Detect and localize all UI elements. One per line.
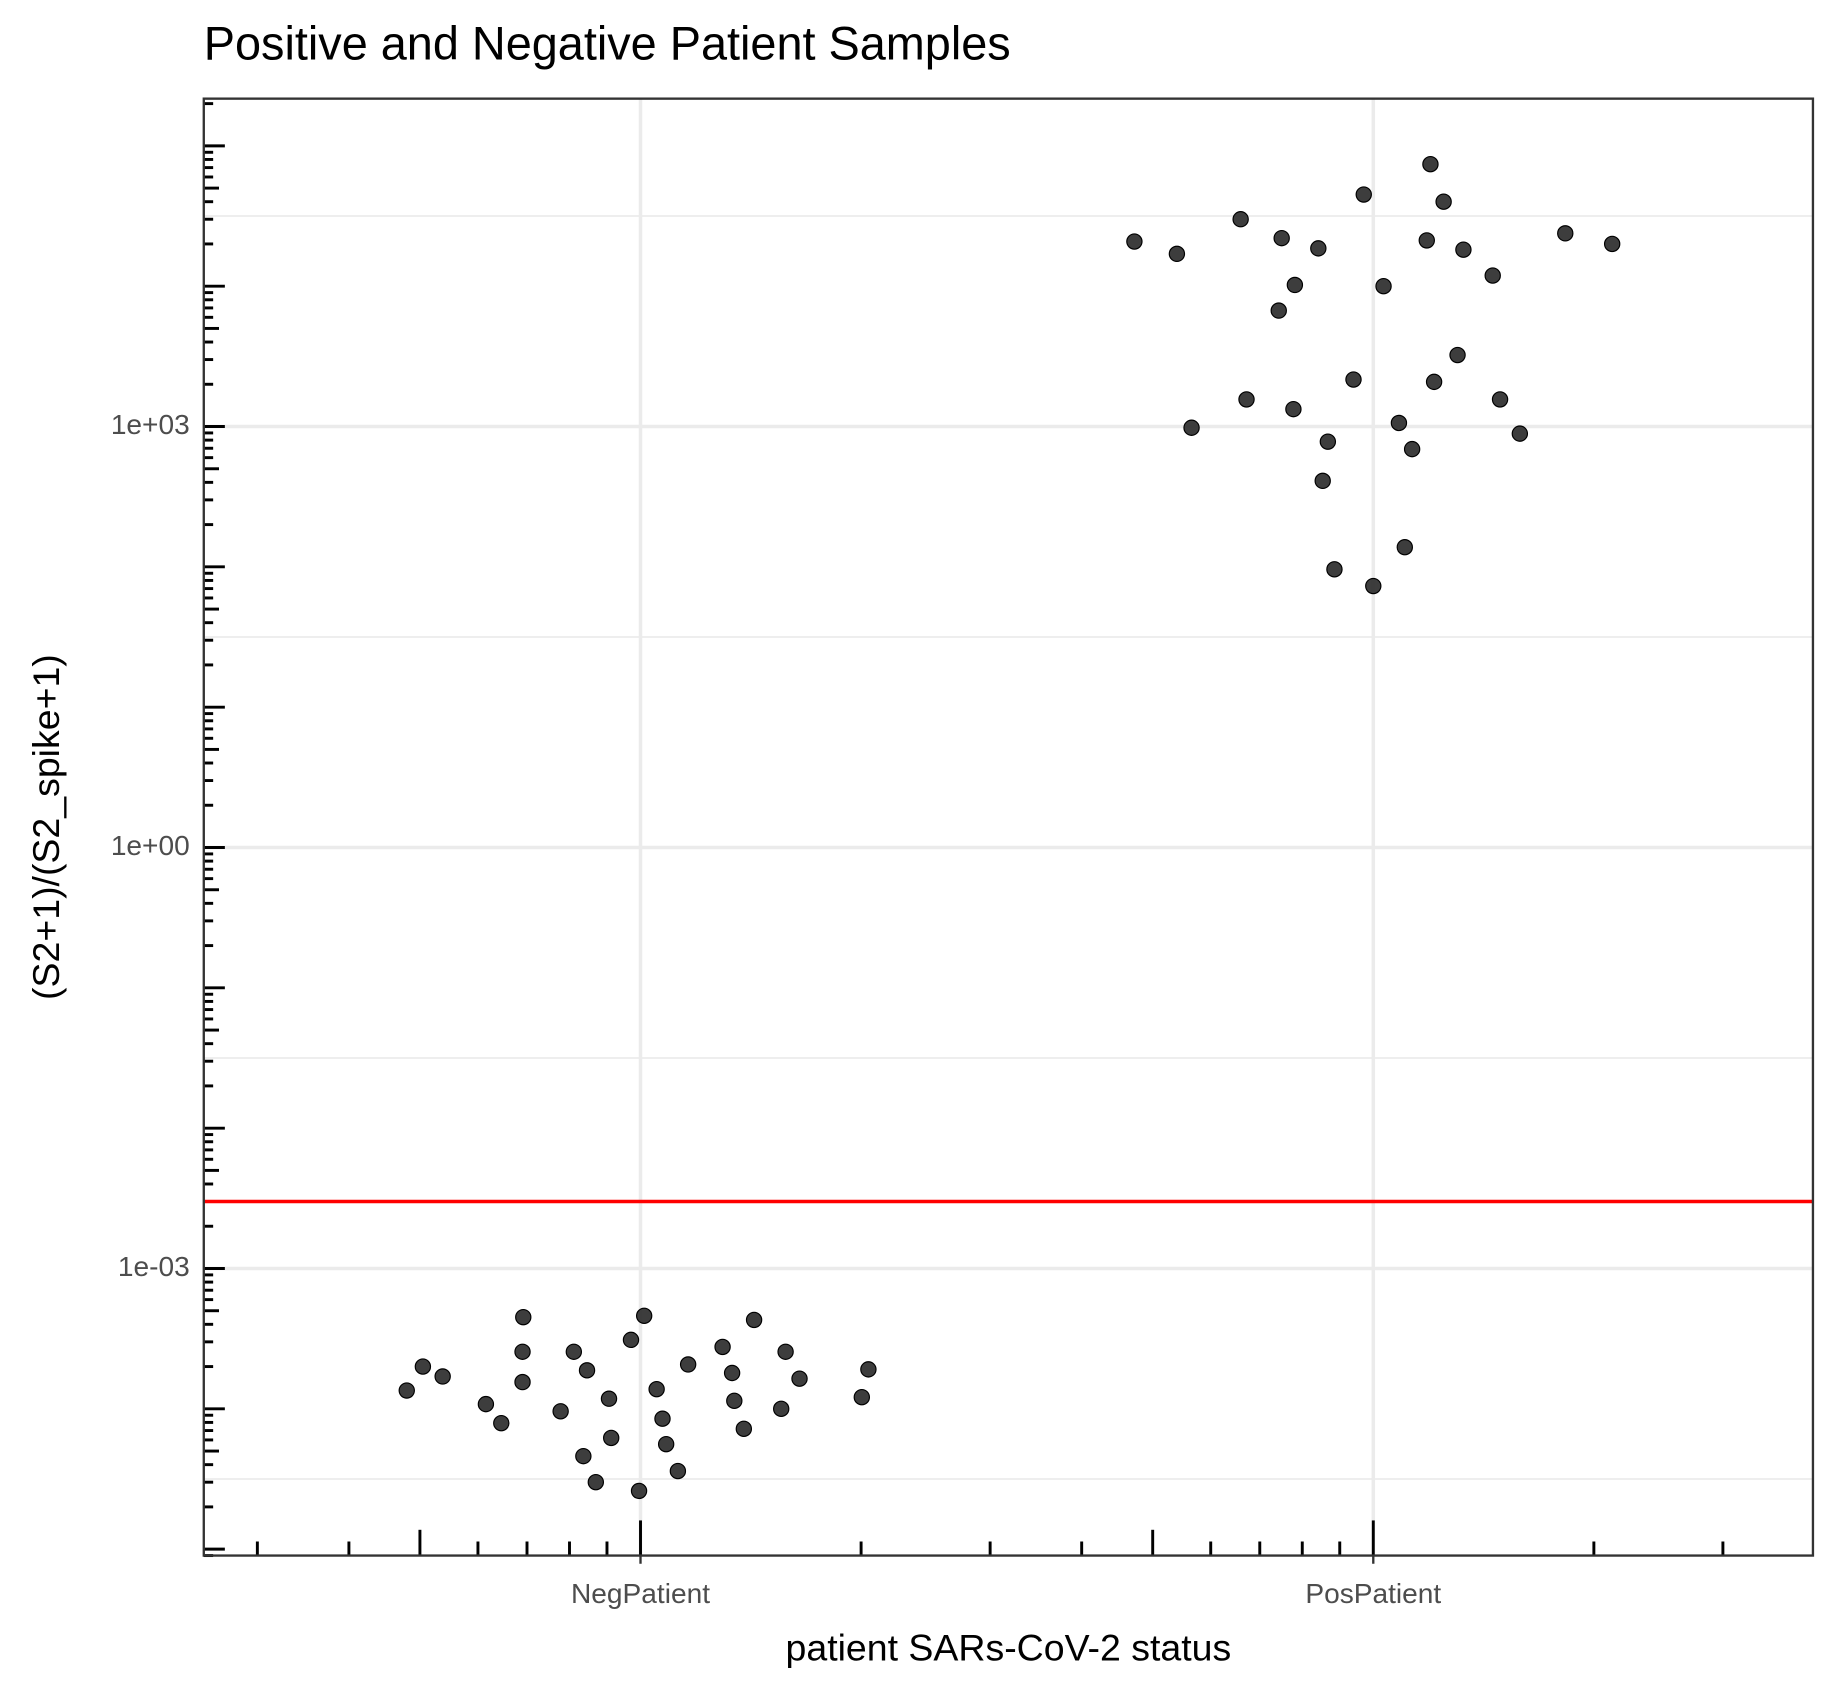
- point: [1319, 433, 1337, 450]
- point: [434, 1368, 451, 1385]
- point: [1418, 232, 1435, 249]
- point: [1273, 229, 1290, 247]
- point: [745, 1311, 763, 1329]
- point: [1557, 225, 1574, 242]
- point: [1396, 539, 1413, 556]
- point: [1126, 233, 1143, 250]
- point: [1422, 156, 1439, 173]
- point: [669, 1462, 687, 1480]
- point: [654, 1410, 671, 1427]
- point: [726, 1392, 743, 1410]
- x-axis-label: patient SARs-CoV-2 status: [786, 1626, 1232, 1668]
- point: [635, 1307, 653, 1325]
- point: [1484, 267, 1501, 284]
- panel-border: [202, 97, 1815, 1557]
- point: [1310, 240, 1327, 257]
- point: [1355, 186, 1372, 203]
- point: [1511, 425, 1529, 442]
- point: [735, 1420, 753, 1438]
- point: [1270, 302, 1287, 319]
- point: [575, 1447, 592, 1465]
- point: [1403, 440, 1421, 458]
- point: [791, 1370, 808, 1387]
- point: [1449, 346, 1466, 364]
- point: [603, 1429, 620, 1447]
- point: [477, 1395, 495, 1413]
- point: [773, 1400, 790, 1418]
- point: [679, 1356, 697, 1373]
- point: [714, 1338, 731, 1356]
- y-tick-label: 1e+00: [111, 830, 190, 861]
- point: [514, 1373, 531, 1391]
- point: [1326, 561, 1343, 578]
- point: [515, 1308, 532, 1326]
- point: [777, 1343, 794, 1360]
- point: [578, 1362, 596, 1379]
- point: [1238, 391, 1255, 408]
- point: [398, 1382, 415, 1399]
- point: [587, 1473, 605, 1491]
- chart-title: Positive and Negative Patient Samples: [204, 17, 1011, 69]
- point: [493, 1414, 510, 1432]
- x-tick-label: PosPatient: [1305, 1578, 1441, 1609]
- point: [1314, 472, 1331, 490]
- point: [648, 1380, 665, 1398]
- point: [1375, 277, 1392, 295]
- point: [1455, 241, 1472, 258]
- point: [657, 1435, 675, 1453]
- point: [1390, 414, 1408, 432]
- point: [853, 1388, 871, 1406]
- point: [1168, 245, 1186, 263]
- point: [1365, 577, 1382, 595]
- point: [630, 1482, 648, 1500]
- x-tick-label: NegPatient: [571, 1578, 710, 1609]
- point: [1286, 276, 1304, 294]
- point: [1425, 373, 1443, 391]
- point: [622, 1331, 640, 1349]
- point: [600, 1390, 618, 1407]
- point: [565, 1343, 583, 1360]
- point: [1183, 419, 1200, 436]
- point: [1285, 400, 1302, 418]
- y-tick-label: 1e-03: [118, 1251, 190, 1282]
- y-tick-label: 1e+03: [111, 409, 190, 440]
- point: [1232, 211, 1249, 228]
- point: [1435, 193, 1452, 210]
- point: [723, 1364, 741, 1382]
- point: [414, 1358, 432, 1375]
- point: [1345, 371, 1362, 388]
- point: [860, 1361, 877, 1378]
- point: [1491, 391, 1509, 408]
- point: [1603, 235, 1621, 253]
- y-axis-label: (S2+1)/(S2_spike+1): [25, 654, 67, 1000]
- point: [514, 1343, 531, 1360]
- point: [552, 1403, 569, 1420]
